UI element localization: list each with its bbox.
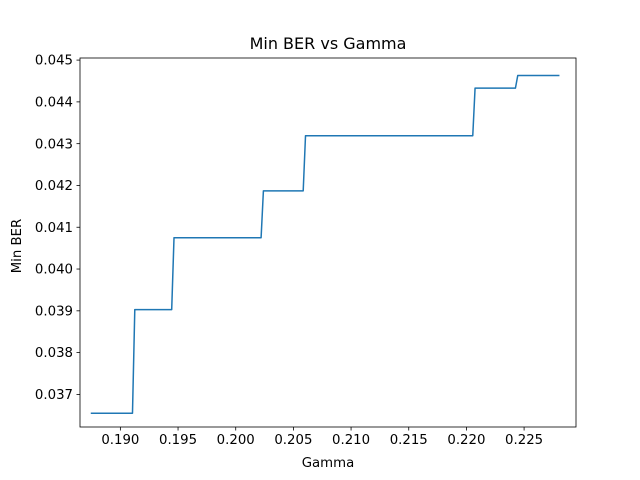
y-tick-label: 0.040: [35, 263, 73, 278]
y-tick-label: 0.043: [35, 137, 73, 152]
plot-area: 0.190 0.195 0.200 0.205 0.210 0.215 0.220 0.225…: [35, 54, 577, 448]
y-tick-label: 0.042: [35, 179, 73, 194]
y-tick-label: 0.037: [35, 388, 73, 403]
y-tick-label: 0.044: [35, 95, 73, 110]
x-axis-title: Gamma: [302, 456, 355, 471]
x-tick-label: 0.215: [390, 433, 428, 448]
x-tick-label: 0.200: [217, 433, 255, 448]
x-tick-label: 0.210: [332, 433, 370, 448]
x-tick-label: 0.220: [447, 433, 485, 448]
x-tick-label: 0.205: [274, 433, 312, 448]
x-tick-label: 0.195: [159, 433, 197, 448]
y-tick-label: 0.039: [35, 304, 73, 319]
y-tick-label: 0.041: [35, 221, 73, 236]
axes-frame: [79, 57, 577, 428]
y-axis-title: Min BER: [10, 219, 25, 274]
y-tick-label: 0.045: [35, 54, 73, 69]
chart-title: Min BER vs Gamma: [250, 34, 407, 53]
x-tick-label: 0.225: [505, 433, 543, 448]
y-tick-label: 0.038: [35, 346, 73, 361]
series-line-0: [90, 74, 560, 414]
x-tick-label: 0.190: [101, 433, 139, 448]
